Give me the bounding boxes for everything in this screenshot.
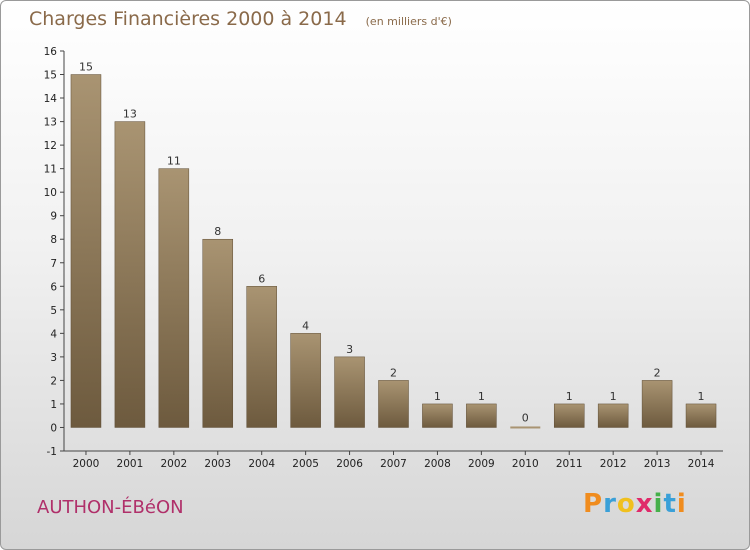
y-tick-label: 7 [50, 258, 57, 270]
y-tick-label: 2 [50, 375, 57, 387]
x-tick-label: 2011 [556, 458, 583, 470]
bar [114, 121, 146, 428]
bar [685, 403, 717, 428]
bar [597, 403, 629, 428]
y-tick-label: 1 [50, 399, 57, 411]
logo-letter: t [663, 489, 677, 519]
y-tick-label: 3 [50, 352, 57, 364]
bar [466, 403, 497, 428]
chart-unit: (en milliers d'€) [365, 15, 452, 28]
bar [202, 238, 234, 428]
x-tick-label: 2005 [292, 458, 319, 470]
y-tick-label: 8 [50, 234, 57, 246]
proxiti-logo[interactable]: Proxiti [583, 489, 687, 519]
x-tick-label: 2014 [688, 458, 715, 470]
x-tick-label: 2007 [380, 458, 407, 470]
y-tick-label: 13 [44, 117, 57, 129]
bar [641, 380, 673, 428]
logo-letter: x [635, 489, 654, 519]
data-label: 15 [79, 61, 93, 74]
data-label: 1 [566, 390, 573, 403]
y-tick-label: -1 [47, 446, 57, 458]
bar [290, 333, 321, 428]
y-tick-label: 6 [50, 281, 57, 293]
x-tick-label: 2010 [512, 458, 539, 470]
bar [158, 168, 190, 428]
commune-name: AUTHON-ÉBéON [37, 497, 184, 518]
data-label: 1 [698, 390, 705, 403]
y-tick-label: 11 [44, 164, 57, 176]
data-label: 1 [478, 390, 485, 403]
bar [70, 74, 102, 428]
x-tick-label: 2006 [336, 458, 363, 470]
logo-letter: P [583, 489, 604, 519]
y-tick-label: 5 [50, 305, 57, 317]
bar [510, 426, 541, 429]
data-label: 8 [214, 225, 221, 238]
y-tick-label: 12 [44, 140, 57, 152]
data-label: 2 [390, 366, 397, 379]
logo-letter: i [653, 489, 664, 519]
y-tick-label: 4 [50, 328, 57, 340]
bar [334, 356, 365, 428]
bar [553, 403, 585, 428]
x-tick-label: 2013 [644, 458, 671, 470]
y-tick-label: 10 [44, 187, 57, 199]
bar [246, 286, 277, 428]
title-row: Charges Financières 2000 à 2014 (en mill… [29, 8, 452, 30]
x-tick-label: 2008 [424, 458, 451, 470]
y-tick-label: 9 [50, 211, 57, 223]
y-tick-label: 0 [50, 422, 57, 434]
x-tick-label: 2009 [468, 458, 495, 470]
bar [422, 403, 453, 428]
x-tick-label: 2002 [160, 458, 187, 470]
y-tick-label: 14 [44, 93, 58, 105]
x-tick-label: 2003 [204, 458, 231, 470]
data-label: 1 [434, 390, 441, 403]
data-label: 2 [654, 366, 661, 379]
x-tick-label: 2000 [73, 458, 100, 470]
data-label: 4 [302, 319, 309, 332]
x-tick-label: 2001 [117, 458, 144, 470]
x-tick-label: 2004 [248, 458, 275, 470]
y-tick-label: 15 [44, 70, 57, 82]
data-label: 1 [610, 390, 617, 403]
data-label: 11 [167, 155, 181, 168]
logo-letter: r [603, 489, 617, 519]
chart-title: Charges Financières 2000 à 2014 [29, 8, 347, 30]
x-tick-label: 2012 [600, 458, 627, 470]
data-label: 3 [346, 343, 353, 356]
bar [378, 380, 409, 428]
logo-letter: o [616, 489, 636, 519]
y-tick-label: 16 [44, 46, 58, 58]
data-label: 6 [258, 272, 265, 285]
logo-letter: i [676, 489, 687, 519]
data-label: 13 [123, 108, 137, 121]
data-label: 0 [522, 411, 529, 424]
